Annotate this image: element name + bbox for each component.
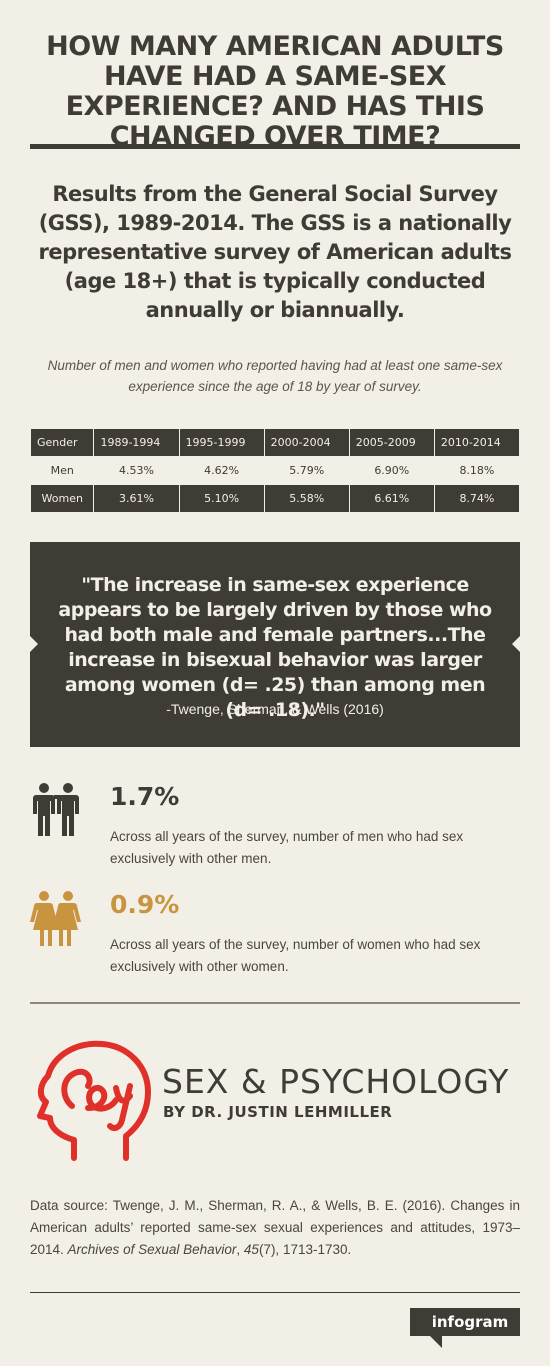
source-issue-pages: (7), 1713-1730. xyxy=(258,1242,352,1257)
infogram-label: infogram xyxy=(431,1313,509,1331)
title-divider xyxy=(30,144,520,149)
quote-notch-left xyxy=(30,636,38,652)
table-cell: 5.58% xyxy=(263,484,350,513)
stat-description: Across all years of the survey, number o… xyxy=(110,829,464,866)
row-label: Men xyxy=(29,456,95,485)
table-cell: 4.62% xyxy=(178,456,265,485)
col-header-2005-2009: 2005-2009 xyxy=(348,428,435,457)
infogram-badge[interactable]: infogram xyxy=(410,1308,520,1348)
table-caption: Number of men and women who reported hav… xyxy=(47,358,503,394)
stat-description: Across all years of the survey, number o… xyxy=(110,937,481,974)
page-title: HOW MANY AMERICAN ADULTS HAVE HAD A SAME… xyxy=(46,31,504,152)
table-cell: 5.10% xyxy=(178,484,265,513)
stat-value: 1.7% xyxy=(110,782,180,811)
col-header-1989-1994: 1989-1994 xyxy=(93,428,180,457)
table-cell: 8.18% xyxy=(433,456,521,485)
results-table: Gender 1989-1994 1995-1999 2000-2004 200… xyxy=(29,428,521,513)
stat-value: 0.9% xyxy=(110,890,180,919)
col-header-2000-2004: 2000-2004 xyxy=(263,428,350,457)
quote-box: "The increase in same-sex experience app… xyxy=(30,542,520,747)
section-divider xyxy=(30,1002,520,1004)
brand-byline: BY DR. JUSTIN LEHMILLER xyxy=(163,1103,393,1121)
two-men-icon xyxy=(33,783,79,836)
data-source: Data source: Twenge, J. M., Sherman, R. … xyxy=(30,1195,520,1261)
two-women-icon xyxy=(30,891,81,946)
quote-text: "The increase in same-sex experience app… xyxy=(58,574,492,721)
col-header-2010-2014: 2010-2014 xyxy=(433,428,521,457)
source-citation: Data source: Twenge, J. M., Sherman, R. … xyxy=(30,1198,520,1257)
table-header-row: Gender 1989-1994 1995-1999 2000-2004 200… xyxy=(29,428,521,457)
row-label: Women xyxy=(29,484,95,513)
quote-citation: -Twenge, Sherman, & Wells (2016) xyxy=(166,701,384,717)
footer-divider xyxy=(30,1292,520,1293)
table-row-men: Men 4.53% 4.62% 5.79% 6.90% 8.18% xyxy=(29,456,521,485)
brand-name: SEX & PSYCHOLOGY xyxy=(162,1062,510,1101)
table-cell: 3.61% xyxy=(93,484,180,513)
table-cell: 6.61% xyxy=(348,484,435,513)
infogram-badge-background xyxy=(410,1308,520,1336)
source-volume: 45 xyxy=(243,1242,259,1257)
infogram-badge-tail xyxy=(410,1308,420,1322)
table-cell: 8.74% xyxy=(433,484,521,513)
infogram-badge-flag xyxy=(430,1336,442,1348)
table-cell: 5.79% xyxy=(263,456,350,485)
source-journal: Archives of Sexual Behavior xyxy=(67,1242,237,1257)
page-subtitle: Results from the General Social Survey (… xyxy=(38,182,512,322)
source-separator: , xyxy=(236,1242,244,1257)
col-header-1995-1999: 1995-1999 xyxy=(178,428,265,457)
col-header-gender: Gender xyxy=(29,428,95,457)
table-cell: 4.53% xyxy=(93,456,180,485)
table-cell: 6.90% xyxy=(348,456,435,485)
quote-notch-right xyxy=(512,636,520,652)
table-row-women: Women 3.61% 5.10% 5.58% 6.61% 8.74% xyxy=(29,484,521,513)
head-profile-logo xyxy=(37,1040,151,1161)
